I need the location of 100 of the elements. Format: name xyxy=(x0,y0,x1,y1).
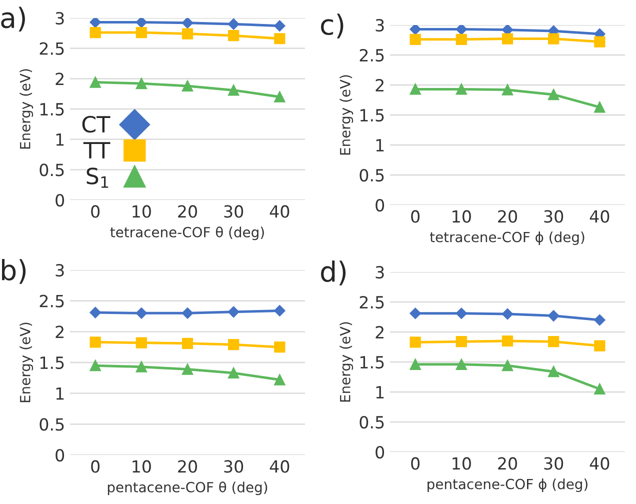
y-tick-label: 1.5 xyxy=(360,356,384,369)
point xyxy=(228,306,240,318)
x-tick-label: 30 xyxy=(224,205,244,218)
point xyxy=(410,308,421,320)
legend-label: S$_{1}$ xyxy=(86,168,108,188)
point xyxy=(182,18,194,28)
point xyxy=(548,310,560,322)
point xyxy=(136,337,147,348)
point xyxy=(456,308,468,320)
chart-title: b) xyxy=(2,259,26,284)
point xyxy=(594,340,606,352)
x-tick-label: 40 xyxy=(270,205,290,218)
point xyxy=(182,80,194,92)
point xyxy=(548,89,560,100)
y-tick-label: 3 xyxy=(56,12,64,25)
point xyxy=(182,28,194,40)
chart-title: c) xyxy=(321,14,344,38)
point xyxy=(456,25,468,35)
point xyxy=(136,308,148,319)
point xyxy=(410,84,421,95)
y-tick-label: 2.5 xyxy=(40,42,64,55)
y-tick-label: 0.5 xyxy=(40,164,64,176)
point xyxy=(136,18,148,28)
point xyxy=(502,308,514,320)
y-tick-label: 2 xyxy=(376,326,384,338)
point xyxy=(456,84,467,95)
x-tick-label: 30 xyxy=(224,460,244,473)
y-tick-label: 2 xyxy=(376,78,384,92)
legend-label: CT xyxy=(82,116,110,133)
y-tick-label: 1 xyxy=(376,386,384,398)
point xyxy=(274,305,286,316)
point xyxy=(594,36,606,48)
x-tick-label: 20 xyxy=(178,205,197,218)
y-axis-title: Energy (eV) xyxy=(340,75,354,155)
point xyxy=(410,336,421,348)
x-tick-label: 30 xyxy=(544,210,564,223)
y-tick-label: 0.5 xyxy=(40,418,64,431)
point xyxy=(274,374,286,386)
y-tick-label: 1.5 xyxy=(40,356,64,370)
point xyxy=(502,84,514,96)
point xyxy=(90,336,101,348)
point xyxy=(456,358,467,370)
y-tick-label: 1.5 xyxy=(40,103,64,116)
point xyxy=(228,84,240,96)
x-tick-label: 30 xyxy=(544,457,564,470)
y-tick-label: 2.5 xyxy=(360,296,384,309)
x-tick-label: 40 xyxy=(590,457,610,470)
x-tick-label: 0 xyxy=(411,210,420,223)
chart-title: d) xyxy=(321,260,346,286)
point xyxy=(228,339,240,350)
x-tick-label: 40 xyxy=(590,210,610,223)
point xyxy=(410,25,421,35)
point xyxy=(228,18,240,30)
point xyxy=(456,336,467,348)
point xyxy=(228,367,240,379)
point xyxy=(548,366,560,378)
y-tick-label: 0.5 xyxy=(360,416,384,429)
x-tick-label: 10 xyxy=(452,457,471,470)
point xyxy=(274,91,286,102)
y-tick-label: 2.5 xyxy=(360,48,384,62)
y-tick-label: 2 xyxy=(56,72,64,85)
point xyxy=(90,360,101,372)
x-axis-title: tetracene-COF θ (deg) xyxy=(110,226,264,240)
point xyxy=(136,78,147,90)
point xyxy=(182,364,194,375)
y-axis-title: Energy (eV) xyxy=(20,322,34,402)
point xyxy=(410,34,421,45)
x-tick-label: 0 xyxy=(411,457,420,470)
point xyxy=(456,34,467,45)
point xyxy=(410,358,421,370)
x-axis-title: tetracene-COF ϕ (deg) xyxy=(430,232,584,245)
x-tick-label: 10 xyxy=(132,205,151,218)
y-tick-label: 2 xyxy=(56,326,64,338)
x-tick-label: 0 xyxy=(91,460,100,473)
y-tick-label: 1 xyxy=(56,134,64,146)
point xyxy=(274,342,286,353)
y-tick-label: 3 xyxy=(56,264,64,277)
point xyxy=(90,18,101,28)
point xyxy=(182,308,194,319)
point xyxy=(228,30,240,42)
point xyxy=(594,383,606,395)
point xyxy=(90,27,101,38)
point xyxy=(274,33,286,44)
point xyxy=(136,361,147,372)
point xyxy=(548,33,560,44)
point xyxy=(594,314,606,326)
y-tick-label: 0.5 xyxy=(360,168,384,182)
x-tick-label: 20 xyxy=(178,460,197,473)
y-tick-label: 2.5 xyxy=(40,294,64,308)
x-tick-label: 20 xyxy=(498,457,517,470)
y-tick-label: 1 xyxy=(56,388,64,400)
y-tick-label: 1 xyxy=(376,139,384,152)
x-axis-title: pentacene-COF θ (deg) xyxy=(108,482,268,496)
point xyxy=(90,306,101,318)
y-tick-label: 0 xyxy=(56,194,64,207)
point xyxy=(502,360,514,372)
x-tick-label: 10 xyxy=(132,460,151,473)
y-axis-title: Energy (eV) xyxy=(340,322,354,402)
chart-title: a) xyxy=(1,6,25,32)
point xyxy=(594,102,606,113)
